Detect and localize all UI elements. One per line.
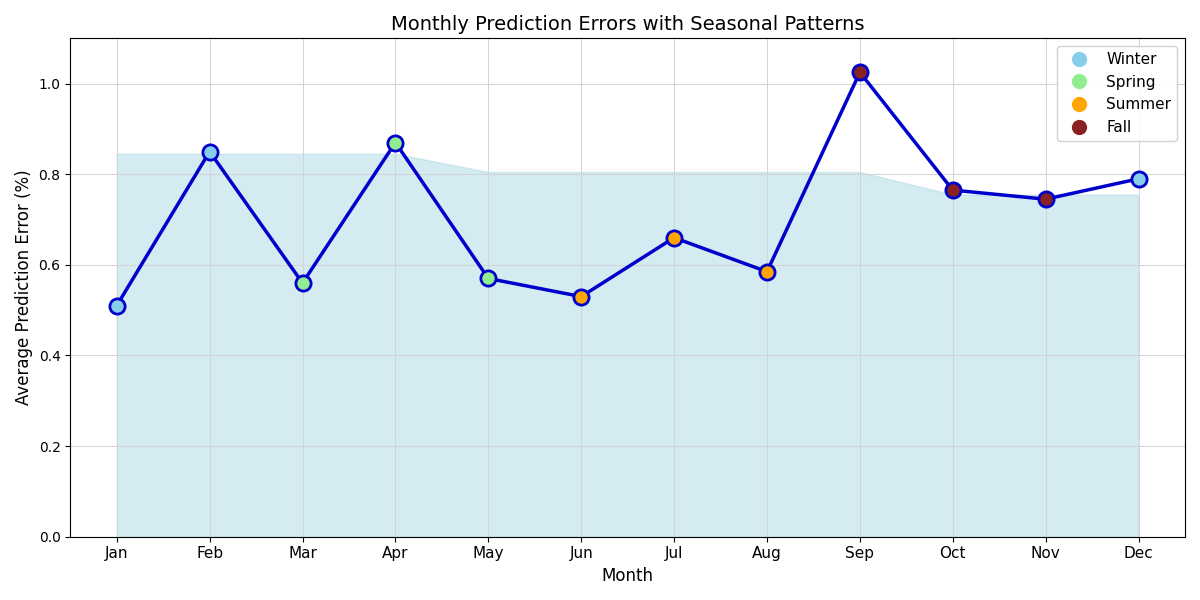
Point: [665, 233, 684, 242]
Title: Monthly Prediction Errors with Seasonal Patterns: Monthly Prediction Errors with Seasonal …: [391, 15, 864, 34]
Point: [1036, 194, 1055, 204]
Point: [386, 138, 406, 148]
Legend: Winter, Spring, Summer, Fall: Winter, Spring, Summer, Fall: [1057, 46, 1177, 141]
Point: [571, 292, 590, 301]
Point: [943, 185, 962, 195]
Point: [200, 147, 220, 157]
Point: [757, 267, 776, 277]
Point: [107, 301, 126, 310]
Point: [851, 68, 870, 77]
Point: [293, 278, 312, 288]
X-axis label: Month: Month: [601, 567, 654, 585]
Point: [479, 274, 498, 283]
Y-axis label: Average Prediction Error (%): Average Prediction Error (%): [14, 170, 34, 406]
Point: [1129, 174, 1148, 184]
